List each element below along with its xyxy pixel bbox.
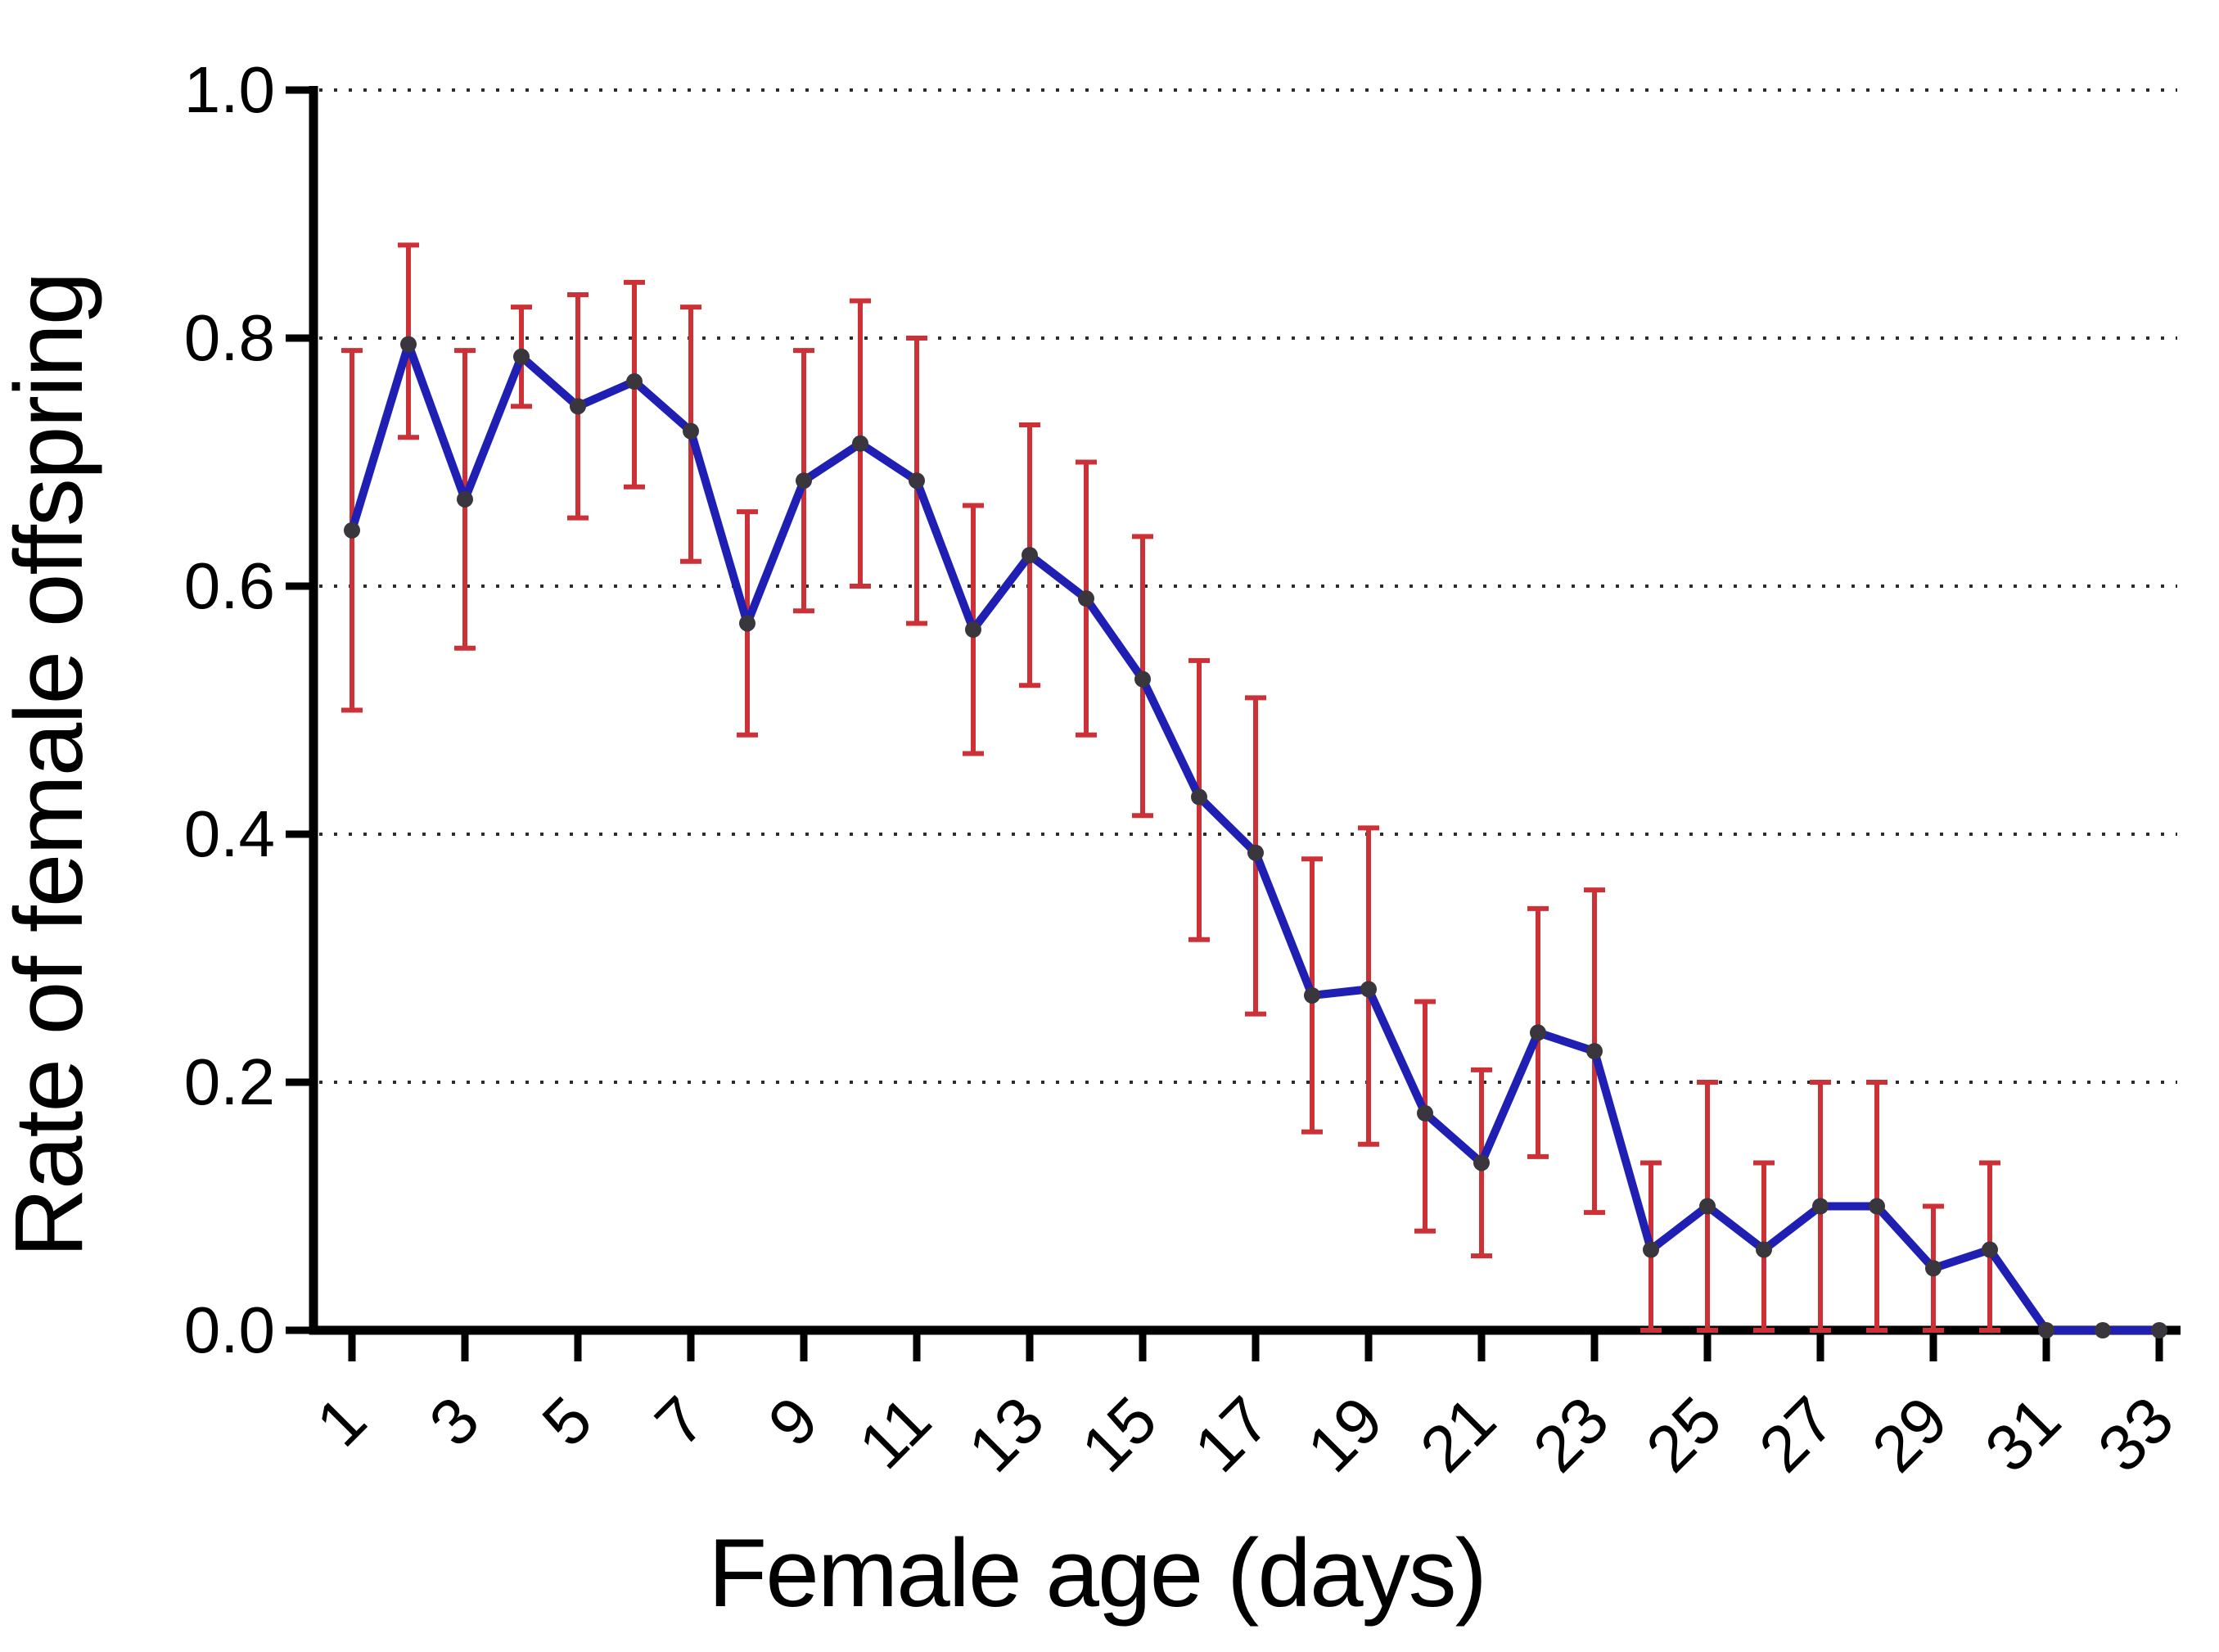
data-point-day-21 <box>1473 1154 1490 1171</box>
data-point-day-17 <box>1247 844 1264 861</box>
x-tick-label-21: 21 <box>1406 1383 1509 1486</box>
x-tick-label-29: 29 <box>1858 1383 1961 1486</box>
data-point-day-18 <box>1304 986 1320 1004</box>
data-point-day-1 <box>344 521 360 539</box>
y-tick-label-0.8: 0.8 <box>184 301 275 374</box>
y-axis-title: Rate of female offspring <box>0 273 103 1258</box>
data-points <box>344 336 2167 1338</box>
y-tick-label-0.2: 0.2 <box>184 1045 275 1118</box>
y-tick-label-0.0: 0.0 <box>184 1293 275 1366</box>
y-ticks <box>286 86 310 1334</box>
x-tick-label-1: 1 <box>303 1383 380 1460</box>
gridlines <box>319 88 2177 1084</box>
data-point-day-4 <box>513 348 530 365</box>
x-tick-label-11: 11 <box>845 1383 945 1483</box>
y-tick-labels: 0.0 0.2 0.4 0.6 0.8 1.0 <box>184 53 275 1366</box>
data-point-day-15 <box>1134 670 1151 688</box>
data-point-day-6 <box>626 373 643 390</box>
y-tick-label-0.4: 0.4 <box>184 797 275 870</box>
data-point-day-28 <box>1869 1198 1885 1215</box>
axes <box>309 86 2181 1335</box>
data-point-day-14 <box>1078 590 1094 607</box>
y-tick-label-1.0: 1.0 <box>184 53 275 126</box>
data-point-day-32 <box>2095 1322 2111 1338</box>
x-tick-label-23: 23 <box>1519 1383 1622 1486</box>
data-point-day-12 <box>965 621 981 639</box>
x-ticks <box>348 1334 2163 1361</box>
x-tick-label-9: 9 <box>755 1383 832 1460</box>
x-tick-labels: 1 3 5 7 9 11 13 15 17 19 21 23 25 27 29 31 33 <box>303 1383 2187 1486</box>
data-point-day-26 <box>1756 1241 1772 1258</box>
x-tick-label-3: 3 <box>416 1383 493 1460</box>
data-point-day-16 <box>1191 788 1207 806</box>
data-point-day-9 <box>796 472 812 490</box>
data-point-day-13 <box>1022 547 1038 564</box>
x-axis-title: Female age (days) <box>708 1519 1486 1627</box>
x-tick-label-25: 25 <box>1632 1383 1735 1486</box>
data-point-day-5 <box>570 398 586 415</box>
x-tick-label-27: 27 <box>1745 1383 1848 1486</box>
x-tick-label-13: 13 <box>954 1383 1058 1486</box>
x-tick-label-31: 31 <box>1971 1383 2074 1486</box>
x-tick-label-15: 15 <box>1067 1383 1170 1486</box>
data-point-day-33 <box>2151 1322 2167 1338</box>
data-point-day-25 <box>1699 1198 1716 1215</box>
data-point-day-19 <box>1360 981 1377 998</box>
data-point-day-20 <box>1417 1104 1433 1122</box>
x-tick-label-17: 17 <box>1180 1383 1283 1486</box>
data-point-day-8 <box>739 615 755 632</box>
data-point-day-29 <box>1925 1260 1942 1277</box>
data-point-day-3 <box>457 490 473 508</box>
error-bars <box>341 242 2000 1333</box>
data-point-day-23 <box>1586 1043 1603 1060</box>
data-point-day-24 <box>1643 1241 1659 1258</box>
data-point-day-2 <box>400 336 417 353</box>
data-point-day-31 <box>2038 1322 2054 1338</box>
data-point-day-30 <box>1982 1241 1998 1258</box>
data-point-day-11 <box>909 472 925 490</box>
data-point-day-7 <box>683 422 699 440</box>
data-point-day-27 <box>1812 1198 1829 1215</box>
data-point-day-22 <box>1530 1024 1546 1041</box>
x-tick-label-5: 5 <box>529 1383 606 1460</box>
x-tick-label-19: 19 <box>1293 1383 1396 1486</box>
x-tick-label-33: 33 <box>2084 1383 2187 1486</box>
y-tick-label-0.6: 0.6 <box>184 549 275 622</box>
x-tick-label-7: 7 <box>642 1383 719 1460</box>
data-point-day-10 <box>852 435 868 452</box>
